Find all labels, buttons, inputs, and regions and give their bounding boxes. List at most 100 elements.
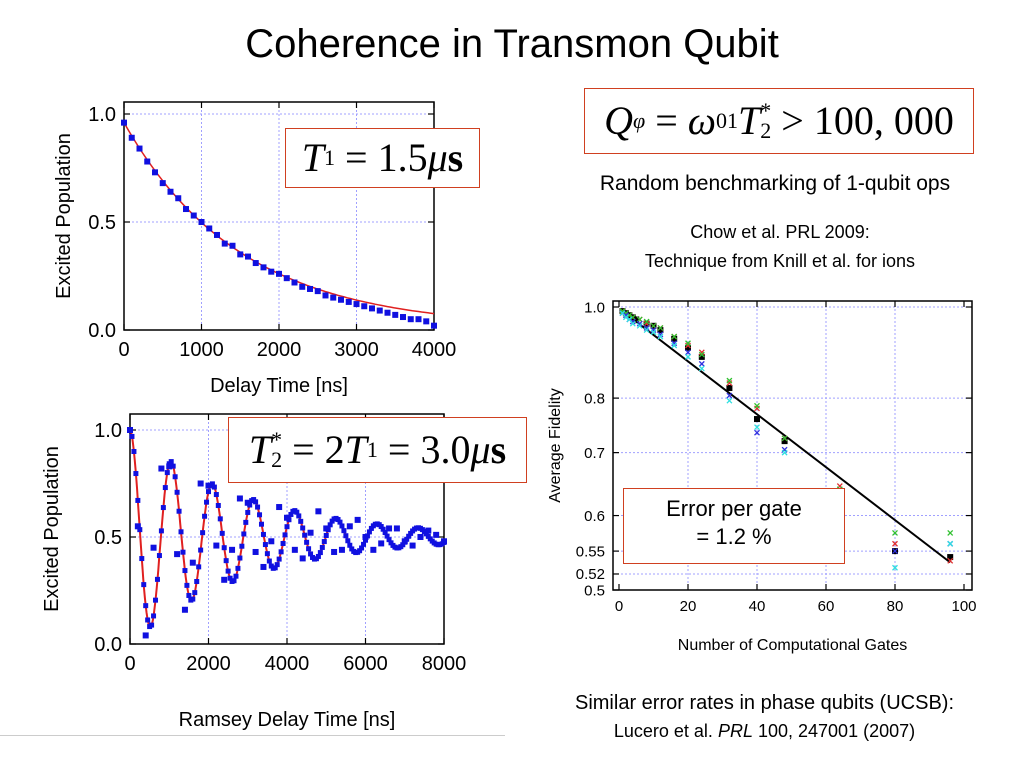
ramsey-data-point <box>174 551 181 558</box>
t2-symbol: T <box>738 98 761 143</box>
ramsey-trace-marker <box>213 492 219 498</box>
ramsey-trace-marker <box>129 433 135 439</box>
t1-data-point <box>229 242 236 249</box>
ramsey-trace-marker <box>149 622 155 628</box>
ramsey-trace-marker <box>298 518 304 524</box>
ramsey-data-point <box>150 544 157 551</box>
ramsey-trace-marker <box>204 499 210 505</box>
rb-point-green-x <box>754 402 760 409</box>
ramsey-y-tick-label: 1.0 <box>94 420 122 442</box>
t1-data-point <box>392 311 399 318</box>
ramsey-trace-marker <box>235 565 241 571</box>
t2-value: 3.0 <box>420 427 471 472</box>
ramsey-trace-marker <box>255 504 261 510</box>
t1-data-point <box>214 231 220 238</box>
ramsey-trace-marker <box>366 529 372 535</box>
t1-data-point <box>237 251 244 258</box>
ramsey-y-tick-label: 0.0 <box>94 634 122 656</box>
ramsey-trace-marker <box>194 579 200 585</box>
rb-x-tick-label: 20 <box>680 598 697 615</box>
t1-data-point <box>384 309 391 316</box>
rb-point-red-x <box>685 342 691 349</box>
ramsey-trace-marker <box>253 499 259 505</box>
ramsey-trace-marker <box>339 523 345 529</box>
ramsey-trace-marker <box>141 582 147 588</box>
ramsey-data-point <box>134 523 141 530</box>
ramsey-trace-marker <box>327 522 333 528</box>
ramsey-trace-marker <box>217 516 223 522</box>
t1-data-point <box>245 253 251 260</box>
rb-point-blue-x <box>892 548 898 555</box>
citation-authors: Lucero et al. <box>613 721 713 741</box>
t1-data-point <box>260 264 267 271</box>
ramsey-trace-marker <box>266 558 272 564</box>
ramsey-trace-marker <box>137 527 143 533</box>
ramsey-trace-marker <box>139 556 145 562</box>
ramsey-data-point <box>338 546 345 553</box>
rb-frame <box>612 300 973 591</box>
rb-point-black <box>698 353 705 360</box>
ramsey-trace-marker <box>184 582 190 588</box>
ramsey-trace-marker <box>227 575 233 581</box>
ramsey-data-point <box>166 463 173 470</box>
ramsey-trace-marker <box>315 553 321 559</box>
t1-x-tick-label: 0 <box>118 339 129 361</box>
ramsey-data-point <box>354 516 361 523</box>
t1-x-tick-label: 1000 <box>179 339 224 361</box>
ramsey-data-point <box>425 527 432 534</box>
rb-point-black <box>947 554 954 561</box>
ramsey-trace-marker <box>337 519 343 525</box>
rb-point-cyan-x <box>781 449 788 456</box>
ramsey-x-tick-label: 2000 <box>186 653 231 675</box>
ramsey-trace-marker <box>145 617 151 623</box>
rb-point-blue-x <box>650 327 657 334</box>
t1-data-point <box>291 279 298 286</box>
t1-data-point <box>322 292 329 299</box>
rb-point-red-x <box>947 557 954 564</box>
t2-t1-subscript: 1 <box>366 437 378 462</box>
ramsey-trace-marker <box>164 470 170 476</box>
rb-point-blue-x <box>636 320 643 327</box>
ramsey-data-point <box>229 546 236 553</box>
t1-data-point <box>268 268 275 275</box>
t1-data-point <box>252 260 259 267</box>
ramsey-trace-marker <box>156 553 162 559</box>
t2-subscript: 2 <box>760 118 772 143</box>
ramsey-trace-marker <box>368 525 374 531</box>
ramsey-trace-marker <box>304 539 310 545</box>
error-label-line-1: Error per gate <box>666 496 802 521</box>
rb-y-tick-label: 0.52 <box>576 566 605 583</box>
ramsey-trace-marker <box>274 562 280 568</box>
ramsey-trace-marker <box>272 565 278 571</box>
t1-data-point <box>307 285 313 292</box>
ramsey-trace-marker <box>170 463 176 469</box>
ramsey-trace-marker <box>300 525 306 531</box>
t1-mu: μ <box>427 135 448 180</box>
ramsey-data-point <box>244 499 251 506</box>
ramsey-trace-marker <box>262 542 268 548</box>
ramsey-data-point <box>276 504 283 511</box>
q-value: 100, 000 <box>813 98 954 143</box>
rb-point-green-x <box>698 351 705 358</box>
ramsey-trace-marker <box>198 547 204 553</box>
rb-point-blue-x <box>726 392 733 399</box>
rb-point-cyan-x <box>671 342 678 349</box>
ramsey-trace-marker <box>239 543 245 549</box>
ramsey-trace-marker <box>186 592 192 598</box>
t1-data-point <box>314 288 321 295</box>
t2-seconds: s <box>490 427 507 472</box>
ramsey-trace-marker <box>231 578 237 584</box>
t1-data-point <box>369 305 375 312</box>
ramsey-x-tick-label: 6000 <box>343 653 388 675</box>
ramsey-trace-marker <box>153 597 159 603</box>
ramsey-data-point <box>346 523 353 530</box>
t1-data-point <box>198 219 205 225</box>
t2-star: * <box>760 98 772 124</box>
ramsey-trace-marker <box>237 555 243 561</box>
ramsey-data-point <box>401 538 408 545</box>
rb-point-green-x <box>643 318 650 325</box>
t1-value: 1.5 <box>377 135 428 180</box>
ramsey-trace-marker <box>386 537 392 543</box>
